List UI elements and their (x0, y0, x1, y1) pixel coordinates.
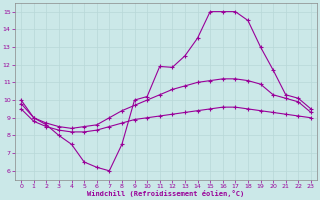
X-axis label: Windchill (Refroidissement éolien,°C): Windchill (Refroidissement éolien,°C) (87, 190, 245, 197)
